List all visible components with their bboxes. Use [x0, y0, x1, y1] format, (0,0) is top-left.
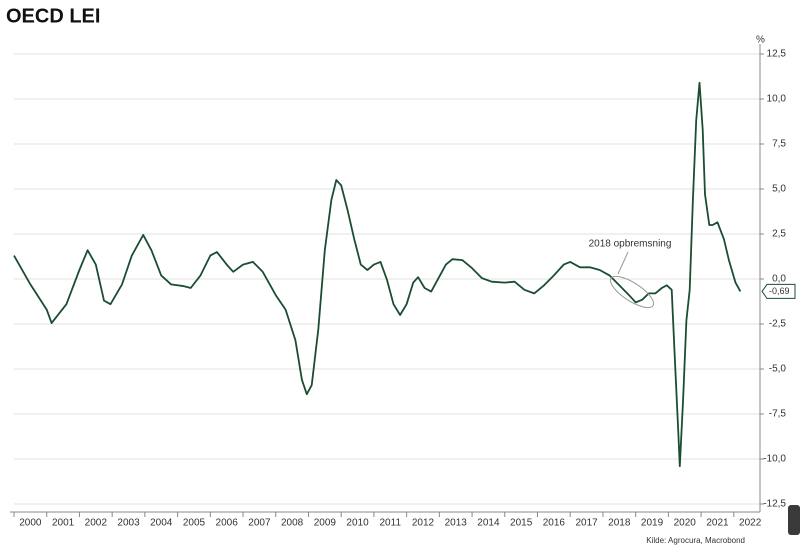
y-tick-label: -5,0 [769, 364, 787, 375]
line-series [13, 81, 742, 468]
y-tick-label: 10,0 [767, 94, 787, 105]
y-tick-label: 7,5 [772, 139, 786, 150]
corner-icon [788, 505, 800, 535]
end-label: -0,69 [769, 286, 790, 296]
y-tick-label: 5,0 [772, 184, 786, 195]
end-label-box [761, 283, 796, 299]
x-tick-label: 2012 [412, 518, 435, 529]
source: Kilde: Agrocura, Macrobond [646, 536, 745, 545]
x-tick-label: 2004 [150, 518, 173, 529]
x-tick-label: 2017 [575, 518, 598, 529]
y-tick-label: -2,5 [769, 319, 787, 330]
x-tick-label: 2022 [739, 518, 762, 529]
x-tick-label: 2014 [477, 518, 500, 529]
x-tick-label: 2018 [608, 518, 631, 529]
annotation: 2018 opbremsning [589, 239, 672, 250]
y-tick-label: -12,5 [763, 499, 786, 510]
x-tick-label: 2007 [248, 518, 271, 529]
x-tick-label: 2006 [216, 518, 239, 529]
x-tick-label: 2010 [346, 518, 369, 529]
y-tick-label: 2,5 [772, 229, 786, 240]
annotation-leader [617, 251, 629, 275]
y-tick-label: 0,0 [772, 274, 786, 285]
x-tick-label: 2009 [314, 518, 337, 529]
x-tick-label: 2001 [52, 518, 75, 529]
y-tick-label: -10,0 [763, 454, 786, 465]
x-tick-label: 2002 [85, 518, 108, 529]
x-tick-label: 2020 [674, 518, 697, 529]
y-unit: % [756, 35, 765, 46]
x-tick-label: 2005 [183, 518, 206, 529]
y-tick-label: -7,5 [769, 409, 787, 420]
x-tick-label: 2019 [641, 518, 664, 529]
x-tick-label: 2015 [510, 518, 533, 529]
chart-title: OECD LEI [6, 5, 100, 27]
x-tick-label: 2016 [543, 518, 566, 529]
y-tick-label: 12,5 [767, 49, 787, 60]
x-tick-label: 2008 [281, 518, 304, 529]
x-tick-label: 2003 [117, 518, 140, 529]
annotation-ellipse [609, 275, 655, 309]
x-tick-label: 2013 [445, 518, 468, 529]
x-tick-label: 2021 [706, 518, 729, 529]
x-tick-label: 2000 [19, 518, 42, 529]
x-tick-label: 2011 [380, 518, 402, 529]
